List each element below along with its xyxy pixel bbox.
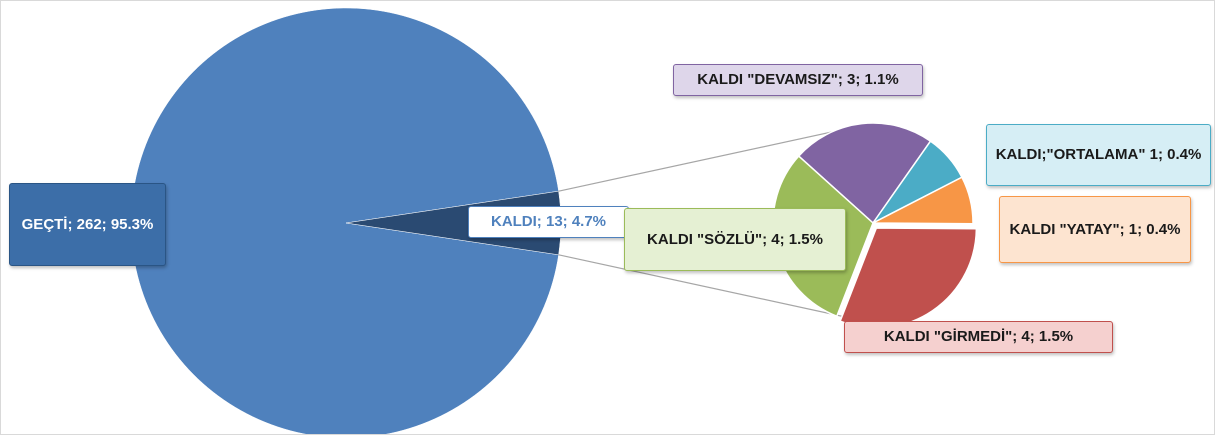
data-label: KALDI;"ORTALAMA" 1; 0.4% bbox=[986, 124, 1211, 186]
data-label: KALDI "YATAY"; 1; 0.4% bbox=[999, 196, 1191, 263]
data-label: GEÇTİ; 262; 95.3% bbox=[9, 183, 166, 266]
pie-slice bbox=[797, 122, 932, 225]
data-label: KALDI "GİRMEDİ"; 4; 1.5% bbox=[844, 321, 1113, 353]
connector-line bbox=[558, 122, 874, 192]
data-label: KALDI "SÖZLÜ"; 4; 1.5% bbox=[624, 208, 846, 271]
connector-line bbox=[558, 254, 874, 324]
data-label: KALDI; 13; 4.7% bbox=[468, 206, 629, 238]
data-label: KALDI "DEVAMSIZ"; 3; 1.1% bbox=[673, 64, 923, 96]
pie-slice bbox=[872, 176, 974, 225]
